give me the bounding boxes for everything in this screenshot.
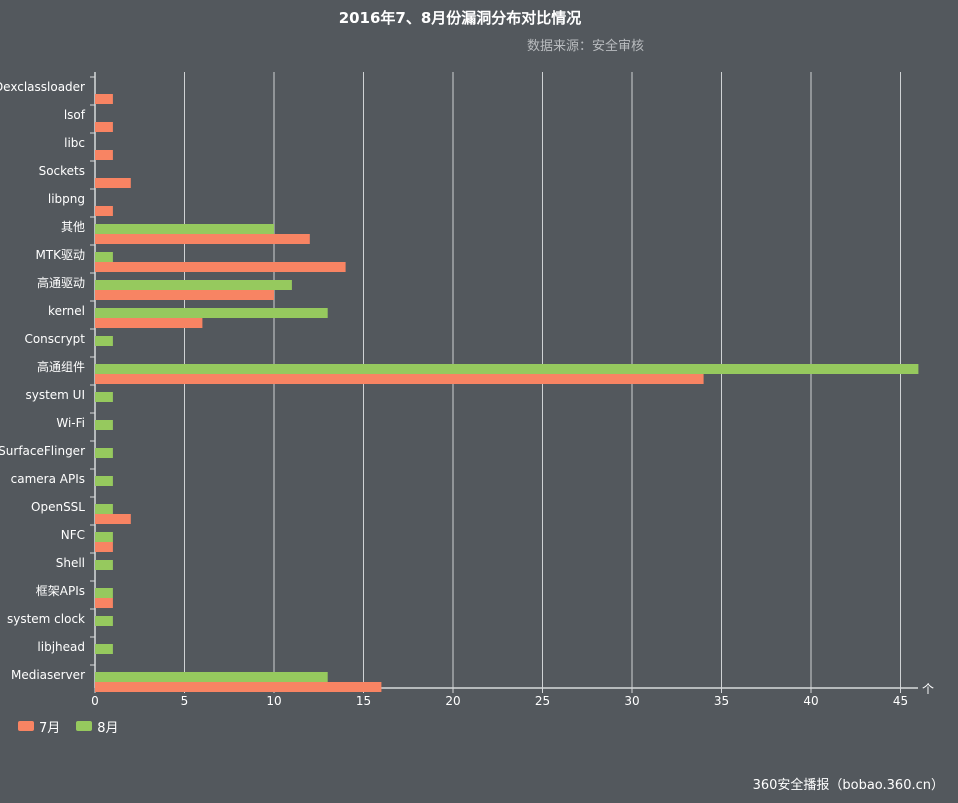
x-tick-label: 15 bbox=[356, 694, 371, 708]
y-category-label: SurfaceFlinger bbox=[0, 444, 85, 458]
y-category-label: Shell bbox=[56, 556, 85, 570]
footer-source: 360安全播报（bobao.360.cn） bbox=[752, 778, 944, 793]
bar-july[interactable] bbox=[95, 94, 113, 104]
bar-august[interactable] bbox=[95, 616, 113, 626]
x-axis-unit: 个 bbox=[922, 682, 934, 696]
x-tick-label: 40 bbox=[803, 694, 818, 708]
y-category-label: Conscrypt bbox=[24, 332, 85, 346]
y-category-label: Wi-Fi bbox=[56, 416, 85, 430]
chart-subtitle: 数据来源：安全审核 bbox=[527, 39, 645, 54]
x-tick-label: 30 bbox=[624, 694, 639, 708]
bar-august[interactable] bbox=[95, 308, 328, 318]
bar-august[interactable] bbox=[95, 224, 274, 234]
bar-july[interactable] bbox=[95, 514, 131, 524]
x-tick-label: 0 bbox=[91, 694, 99, 708]
y-category-label: kernel bbox=[48, 304, 85, 318]
bar-july[interactable] bbox=[95, 682, 382, 692]
bar-july[interactable] bbox=[95, 262, 346, 272]
x-tick-label: 25 bbox=[535, 694, 550, 708]
y-category-label: NFC bbox=[61, 528, 85, 542]
y-category-label: 高通驱动 bbox=[37, 275, 85, 290]
y-category-label: camera APIs bbox=[11, 472, 85, 486]
legend-item-july[interactable]: 7月 bbox=[18, 717, 60, 736]
bar-july[interactable] bbox=[95, 150, 113, 160]
y-category-label: 高通组件 bbox=[37, 359, 85, 374]
bar-august[interactable] bbox=[95, 392, 113, 402]
x-tick-label: 20 bbox=[445, 694, 460, 708]
x-tick-label: 35 bbox=[714, 694, 729, 708]
bar-august[interactable] bbox=[95, 420, 113, 430]
legend: 7月 8月 bbox=[18, 716, 135, 736]
bar-july[interactable] bbox=[95, 290, 274, 300]
bar-july[interactable] bbox=[95, 206, 113, 216]
y-category-label: Dexclassloader bbox=[0, 80, 85, 94]
bar-august[interactable] bbox=[95, 504, 113, 514]
y-category-label: Mediaserver bbox=[11, 668, 85, 682]
y-category-label: 其他 bbox=[61, 220, 85, 234]
bar-august[interactable] bbox=[95, 448, 113, 458]
x-tick-label: 45 bbox=[893, 694, 908, 708]
bar-august[interactable] bbox=[95, 280, 292, 290]
legend-item-august[interactable]: 8月 bbox=[76, 717, 119, 736]
y-category-label: OpenSSL bbox=[31, 500, 85, 514]
bar-august[interactable] bbox=[95, 588, 113, 598]
legend-swatch-july bbox=[18, 721, 34, 731]
bar-august[interactable] bbox=[95, 476, 113, 486]
bar-july[interactable] bbox=[95, 542, 113, 552]
bar-july[interactable] bbox=[95, 598, 113, 608]
legend-label-july: 7月 bbox=[39, 720, 61, 736]
y-category-label: system clock bbox=[7, 612, 85, 626]
bar-august[interactable] bbox=[95, 532, 113, 542]
y-category-label: lsof bbox=[64, 108, 86, 122]
bar-july[interactable] bbox=[95, 178, 131, 188]
legend-label-august: 8月 bbox=[97, 720, 119, 736]
bar-july[interactable] bbox=[95, 374, 704, 384]
y-category-label: MTK驱动 bbox=[35, 248, 85, 262]
bar-august[interactable] bbox=[95, 336, 113, 346]
x-tick-label: 5 bbox=[181, 694, 189, 708]
bar-august[interactable] bbox=[95, 560, 113, 570]
y-category-label: system UI bbox=[25, 388, 85, 402]
chart-title: 2016年7、8月份漏洞分布对比情况 bbox=[338, 9, 582, 27]
y-category-label: libc bbox=[64, 136, 85, 150]
bar-august[interactable] bbox=[95, 644, 113, 654]
bar-august[interactable] bbox=[95, 672, 328, 682]
x-tick-label: 10 bbox=[266, 694, 281, 708]
y-category-label: libpng bbox=[48, 192, 85, 206]
y-category-label: Sockets bbox=[39, 164, 85, 178]
y-category-label: libjhead bbox=[37, 640, 85, 654]
bar-august[interactable] bbox=[95, 364, 919, 374]
bar-july[interactable] bbox=[95, 318, 203, 328]
bar-august[interactable] bbox=[95, 252, 113, 262]
y-category-label: 框架APIs bbox=[36, 584, 85, 598]
bar-july[interactable] bbox=[95, 122, 113, 132]
legend-swatch-august bbox=[76, 721, 93, 731]
bar-july[interactable] bbox=[95, 234, 310, 244]
